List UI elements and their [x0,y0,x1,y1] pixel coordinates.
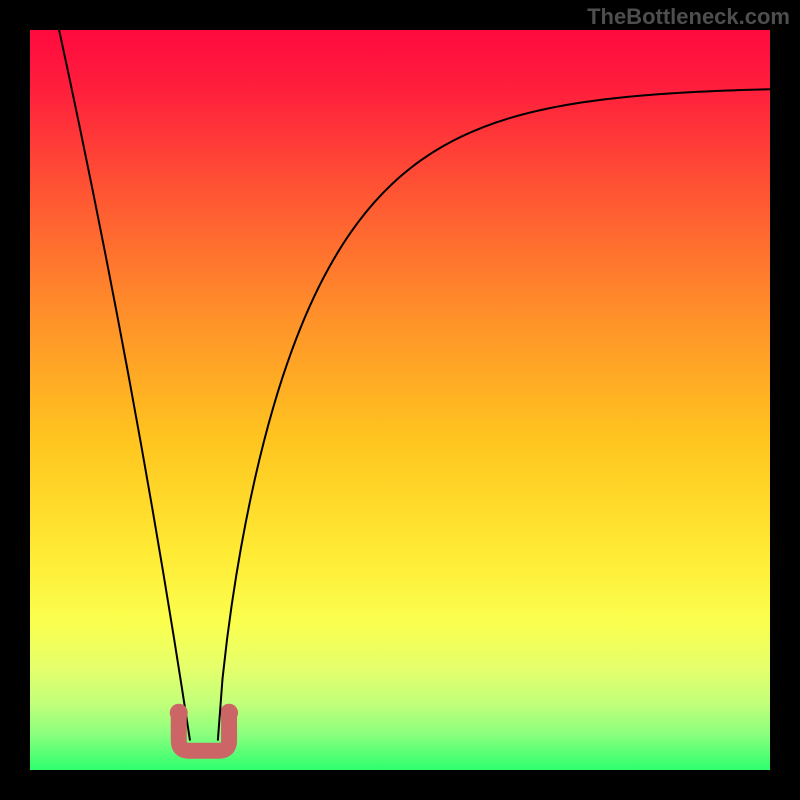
u-marker-dot-right [220,704,238,722]
attribution-text: TheBottleneck.com [587,4,790,30]
chart-overlay [30,30,770,770]
plot-area [30,30,770,770]
u-marker [179,713,229,751]
u-marker-dot-left [170,704,188,722]
curve-left [56,30,190,740]
curve-right [218,89,770,740]
